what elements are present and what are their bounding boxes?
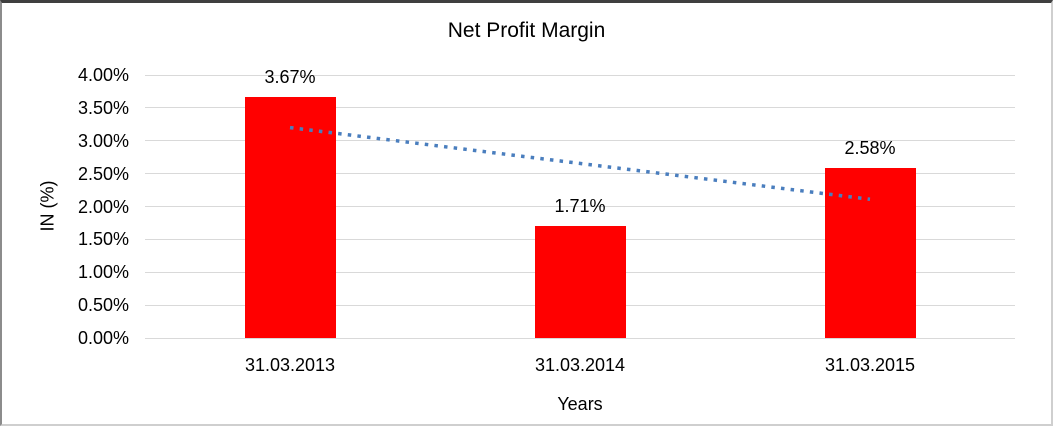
y-tick-label: 3.50% [77,97,129,118]
x-axis-title: Years [557,394,603,414]
gridline [145,206,1015,207]
gridline [145,173,1015,175]
trendline [289,125,871,202]
gridline [145,140,1015,142]
y-tick-label: 1.00% [77,262,129,283]
y-tick-label: 3.00% [77,130,129,151]
y-tick-label: 2.50% [77,163,129,184]
y-tick-label: 4.00% [77,65,129,85]
gridline [145,74,1015,76]
bar-31.03.2013 [244,96,336,338]
chart-title: Net Profit Margin [447,19,606,42]
x-tick-label: 31.03.2013 [244,355,336,375]
x-tick-label: 31.03.2014 [534,355,626,375]
y-tick-label: 2.00% [77,196,129,217]
bar-31.03.2014 [534,225,626,338]
bar-data-label: 3.67% [264,66,316,87]
bar-data-label: 1.71% [554,195,606,216]
y-tick-label: 1.50% [77,229,129,250]
gridline [145,337,1015,339]
bar-data-label: 2.58% [844,138,896,159]
plot-area: 3.67% 1.71% 2.58% [145,67,1015,339]
gridline [145,107,1015,109]
y-tick-label: 0.50% [77,295,129,316]
x-tick-label: 31.03.2015 [824,355,916,375]
y-tick-label: 0.00% [77,328,129,348]
